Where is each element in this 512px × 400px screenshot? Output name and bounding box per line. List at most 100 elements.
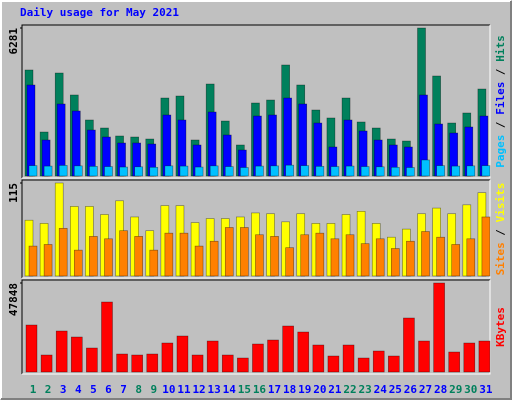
bar (283, 97, 292, 177)
legend: Sites / Visits (494, 183, 507, 276)
bar (89, 166, 98, 177)
x-tick-label: 4 (75, 383, 82, 396)
legend-entry: Files (494, 82, 507, 115)
bar (179, 232, 189, 277)
x-tick-label: 14 (223, 383, 237, 396)
bar (237, 357, 249, 373)
bar (345, 165, 355, 177)
bar (134, 166, 143, 177)
x-tick-label: 12 (192, 383, 205, 396)
bar (406, 240, 415, 277)
bar (58, 227, 68, 277)
bar (357, 357, 370, 373)
x-tick-label: 20 (313, 383, 326, 396)
panel-bevel-light (22, 25, 491, 179)
legend-entry: KBytes (494, 307, 507, 347)
bar (224, 227, 234, 277)
bar (270, 165, 279, 177)
x-tick-label: 17 (268, 383, 281, 396)
x-tick-label: 27 (419, 383, 432, 396)
x-tick-label: 29 (449, 383, 462, 396)
legend-separator: / (494, 62, 507, 82)
bar (330, 238, 340, 277)
bar (191, 354, 204, 373)
bar (297, 331, 310, 373)
bar (298, 103, 308, 177)
bar (209, 165, 219, 177)
bar (28, 165, 38, 177)
bar (282, 325, 294, 373)
x-tick-label: 3 (60, 383, 67, 396)
bar (375, 166, 385, 177)
bar (55, 330, 68, 373)
x-tick-label: 1 (30, 383, 37, 396)
bar (58, 165, 68, 177)
bar (224, 166, 234, 177)
x-tick-label: 9 (150, 383, 157, 396)
x-tick-label: 6 (105, 383, 112, 396)
bar (28, 245, 38, 277)
bar (285, 164, 294, 177)
bar (26, 84, 36, 177)
bar (176, 335, 189, 373)
bar (312, 344, 325, 373)
bar (315, 232, 325, 277)
bar (252, 343, 264, 373)
bar (73, 249, 83, 277)
bar (360, 243, 370, 277)
x-tick-label: 16 (253, 383, 267, 396)
bar (164, 232, 174, 277)
bar (391, 248, 400, 277)
bar (327, 355, 340, 373)
bar (451, 244, 461, 277)
bar (342, 344, 355, 373)
chart-title: Daily usage for May 2021 (20, 6, 179, 19)
bar (70, 336, 83, 373)
bar (101, 301, 113, 373)
bar (240, 227, 249, 277)
bar (89, 236, 98, 277)
bar (421, 159, 430, 177)
x-tick-label: 23 (359, 383, 372, 396)
x-tick-label: 8 (135, 383, 142, 396)
bar (25, 324, 38, 373)
bar (161, 342, 174, 373)
panel-bevel-light (22, 180, 491, 279)
x-tick-label: 10 (162, 383, 175, 396)
x-tick-label: 30 (464, 383, 477, 396)
bar (116, 353, 128, 373)
bar (466, 165, 476, 177)
bar (448, 351, 461, 373)
panel-bevel-dark (21, 179, 490, 278)
bar (255, 165, 264, 177)
bar (270, 236, 279, 277)
bar (451, 165, 461, 177)
bar (104, 238, 113, 277)
bar (315, 166, 325, 177)
legend-entry: Sites (494, 242, 507, 275)
bar (375, 238, 385, 277)
legend-separator: / (494, 222, 507, 242)
bar (360, 166, 370, 177)
bar (481, 165, 491, 177)
x-tick-label: 25 (389, 383, 402, 396)
bar (436, 236, 445, 277)
bar (73, 165, 83, 177)
bar (194, 245, 204, 277)
bar (209, 240, 219, 277)
legend: KBytes (494, 307, 507, 347)
bar (403, 317, 415, 373)
bar (179, 165, 189, 177)
bar (345, 234, 355, 277)
bar (330, 166, 340, 177)
panel-bevel-light (22, 280, 491, 375)
x-tick-label: 13 (208, 383, 221, 396)
bar (372, 350, 385, 373)
x-tick-label: 18 (283, 383, 296, 396)
bar (240, 167, 249, 177)
x-tick-label: 22 (343, 383, 356, 396)
bar (406, 167, 415, 177)
bar (43, 165, 53, 177)
